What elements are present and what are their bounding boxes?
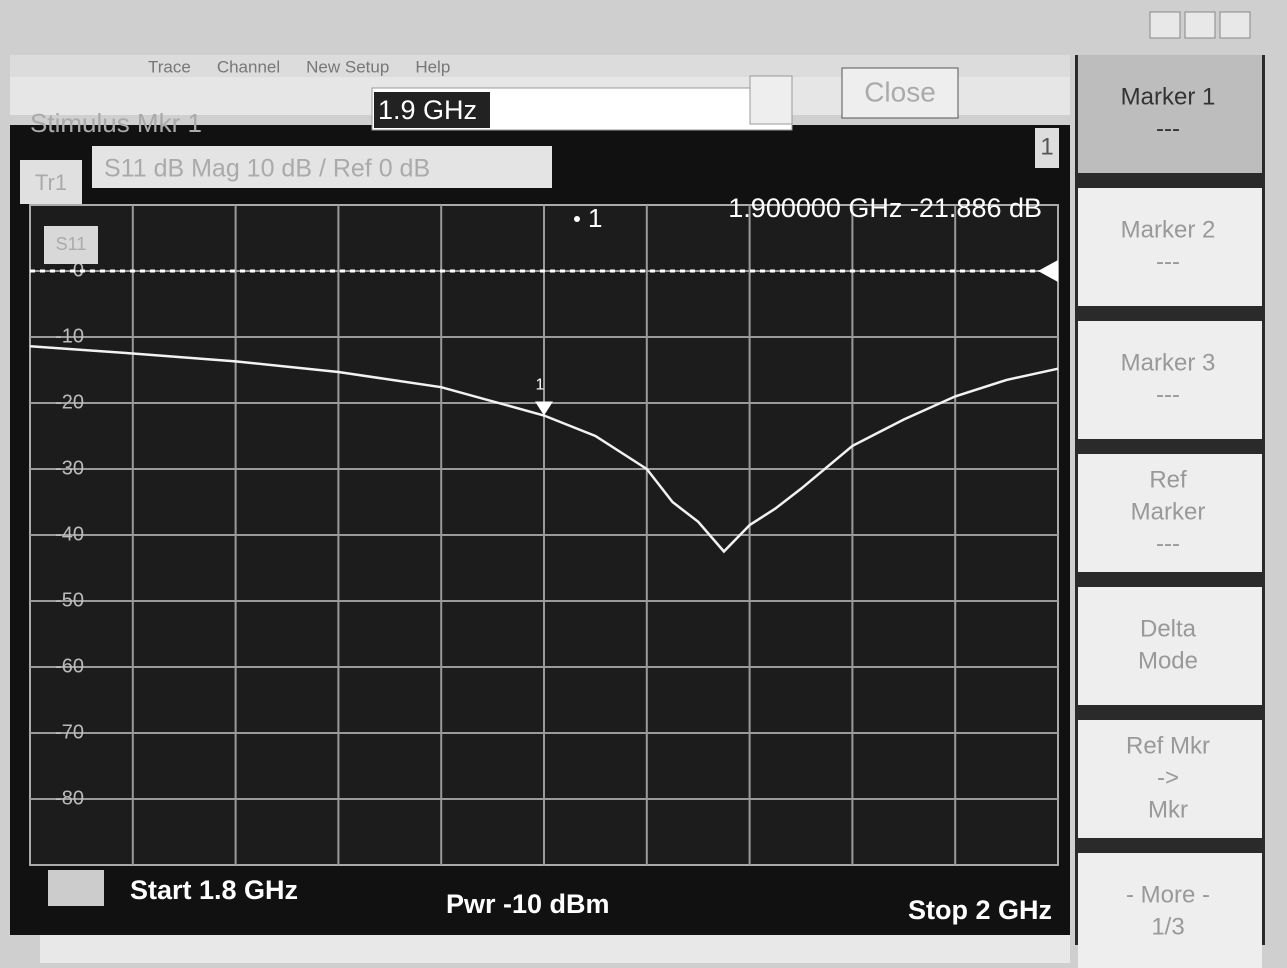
softkey[interactable] [1078,853,1262,968]
trace-label: Tr1 [35,170,67,195]
y-tick-label: -70 [55,721,84,743]
stop-label: Stop 2 GHz [908,895,1052,925]
softkey-label[interactable]: Mode [1138,647,1198,674]
softkey-label[interactable]: --- [1156,530,1180,557]
softkey-label[interactable]: Ref Mkr [1126,732,1210,759]
window-number: 1 [1040,133,1053,160]
marker-readout: 1.900000 GHz -21.886 dB [728,193,1042,223]
menu-item[interactable]: New Setup [306,57,389,76]
stimulus-input[interactable]: 1.9 GHz [378,95,477,125]
softkey-label[interactable]: Marker 1 [1121,83,1216,110]
softkey-label[interactable]: Delta [1140,615,1197,642]
menu-item[interactable]: Help [415,57,450,76]
softkey-label[interactable]: Ref [1149,466,1187,493]
screen: Trace Channel New Setup Help Stimulus Mkr 1 1… [0,0,1287,968]
y-tick-label: -60 [55,655,84,677]
y-tick-label: -30 [55,457,84,479]
marker-dot [574,216,580,222]
softkey[interactable] [1078,321,1262,439]
bottom-bar [40,935,1070,963]
menu-item[interactable]: Channel [217,57,280,76]
softkey-label[interactable]: Marker 2 [1121,216,1216,243]
footer-swatch [48,870,104,906]
softkey-label[interactable]: - More - [1126,881,1210,908]
softkey-label[interactable]: --- [1156,381,1180,408]
minimize-button[interactable] [1150,12,1180,38]
softkey-label[interactable]: --- [1156,248,1180,275]
y-tick-label: -40 [55,523,84,545]
y-tick-label: -80 [55,787,84,809]
y-tick-label: -50 [55,589,84,611]
softkey-label[interactable]: Marker 3 [1121,349,1216,376]
softkey-label[interactable]: Mkr [1148,796,1188,823]
format-label: S11 dB Mag 10 dB / Ref 0 dB [104,155,430,183]
softkey-label[interactable]: Marker [1131,498,1206,525]
softkey[interactable] [1078,587,1262,705]
softkey-label[interactable]: 1/3 [1151,913,1184,940]
softkey[interactable] [1078,188,1262,306]
menu-item[interactable]: Trace [148,57,191,76]
close-button-label[interactable]: Close [864,76,936,107]
softkey-label[interactable]: -> [1157,764,1179,791]
spin-button[interactable] [750,76,792,124]
marker-number: 1 [536,377,545,394]
close-window-button[interactable] [1220,12,1250,38]
power-label: Pwr -10 dBm [446,889,610,919]
softkey-label[interactable]: --- [1156,115,1180,142]
stimulus-label: Stimulus Mkr 1 [30,108,202,138]
y-tick-label: -10 [55,325,84,347]
start-label: Start 1.8 GHz [130,875,298,905]
y-tick-label: -20 [55,391,84,413]
marker-readout-number: 1 [588,203,602,233]
softkey[interactable] [1078,55,1262,173]
param-label: S11 [56,234,87,254]
maximize-button[interactable] [1185,12,1215,38]
